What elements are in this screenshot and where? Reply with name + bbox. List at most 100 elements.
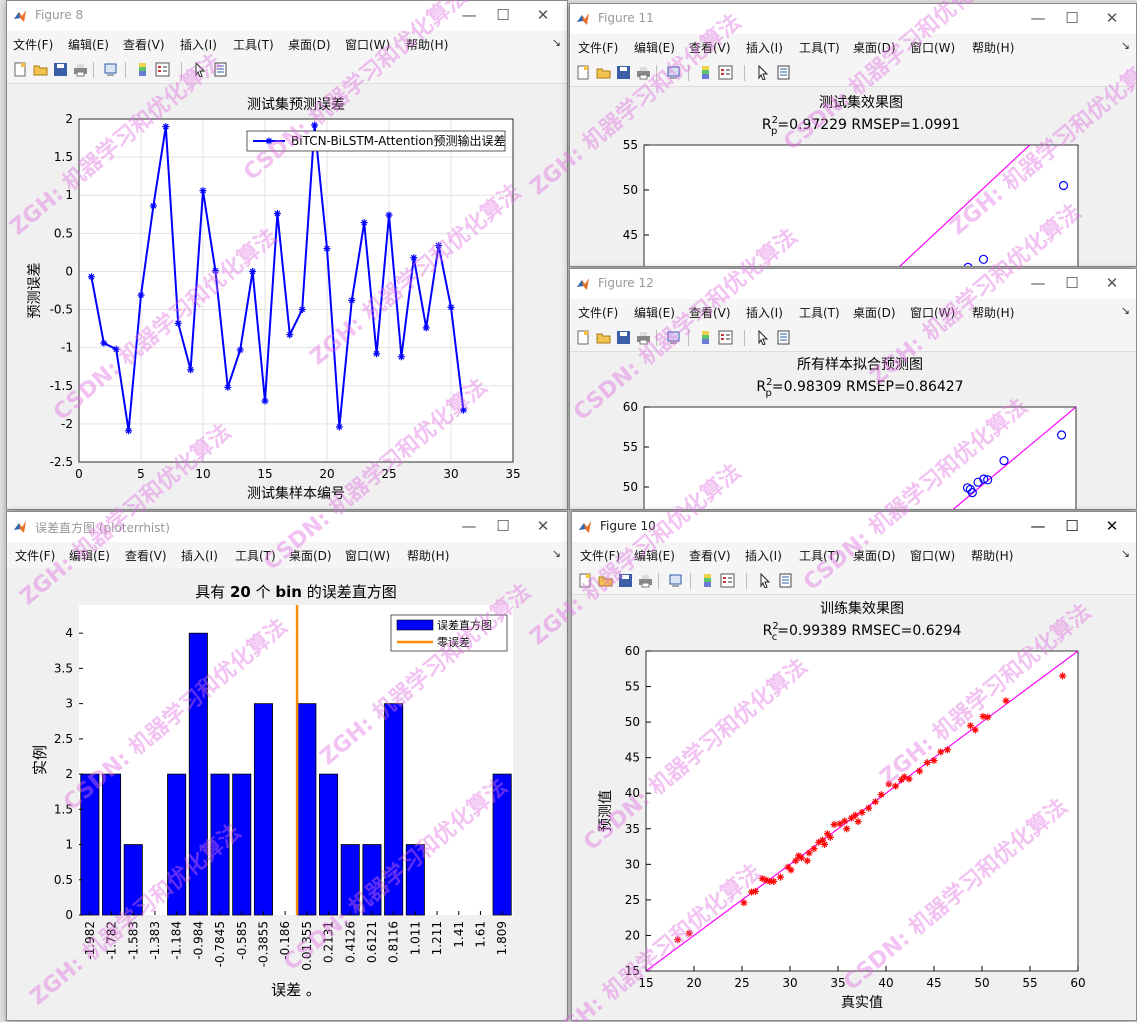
menu-tools[interactable]: 工具(T)	[233, 38, 274, 52]
figure-8-titlebar[interactable]: Figure 8 — ☐ ✕	[7, 1, 567, 31]
menu-tools[interactable]: 工具(T)	[799, 306, 840, 320]
dock-arrow-icon[interactable]: ↘	[1120, 39, 1130, 52]
menu-desktop[interactable]: 桌面(D)	[289, 549, 332, 563]
save-icon[interactable]	[616, 330, 631, 345]
open-file-icon[interactable]	[596, 65, 611, 80]
menu-tools[interactable]: 工具(T)	[799, 41, 840, 55]
legend-icon[interactable]	[155, 62, 170, 77]
menu-window[interactable]: 窗口(W)	[910, 549, 956, 563]
menu-view[interactable]: 查看(V)	[123, 38, 165, 52]
menu-edit[interactable]: 编辑(E)	[634, 306, 675, 320]
save-icon[interactable]	[53, 62, 68, 77]
property-editor-icon[interactable]	[776, 330, 791, 345]
menu-desktop[interactable]: 桌面(D)	[853, 306, 896, 320]
menu-help[interactable]: 帮助(H)	[971, 549, 1014, 563]
new-figure-icon[interactable]	[576, 330, 591, 345]
figure-10-titlebar[interactable]: Figure 10 — ☐ ✕	[572, 512, 1136, 542]
menu-view[interactable]: 查看(V)	[689, 41, 731, 55]
colorbar-icon[interactable]	[698, 65, 713, 80]
open-file-icon[interactable]	[596, 330, 611, 345]
menu-desktop[interactable]: 桌面(D)	[288, 38, 331, 52]
pointer-icon[interactable]	[756, 65, 771, 80]
figure-11-titlebar[interactable]: Figure 11 — ☐ ✕	[570, 4, 1136, 34]
menu-file[interactable]: 文件(F)	[578, 41, 619, 55]
save-icon[interactable]	[616, 65, 631, 80]
menu-file[interactable]: 文件(F)	[578, 306, 619, 320]
figure-8-window[interactable]: Figure 8 — ☐ ✕ 文件(F) 编辑(E) 查看(V) 插入(I) 工…	[6, 0, 568, 510]
open-file-icon[interactable]	[598, 573, 613, 588]
minimize-button[interactable]: —	[461, 517, 477, 535]
menu-desktop[interactable]: 桌面(D)	[853, 41, 896, 55]
close-button[interactable]: ✕	[1105, 9, 1119, 27]
menu-edit[interactable]: 编辑(E)	[634, 41, 675, 55]
menu-window[interactable]: 窗口(W)	[345, 549, 391, 563]
new-figure-icon[interactable]	[13, 62, 28, 77]
link-plot-icon[interactable]	[103, 62, 118, 77]
close-button[interactable]: ✕	[1105, 274, 1119, 292]
colorbar-icon[interactable]	[135, 62, 150, 77]
property-editor-icon[interactable]	[776, 65, 791, 80]
new-figure-icon[interactable]	[576, 65, 591, 80]
print-icon[interactable]	[636, 65, 651, 80]
property-editor-icon[interactable]	[778, 573, 793, 588]
property-editor-icon[interactable]	[213, 62, 228, 77]
minimize-button[interactable]: —	[1030, 9, 1046, 27]
menu-insert[interactable]: 插入(I)	[746, 306, 783, 320]
menu-window[interactable]: 窗口(W)	[910, 306, 956, 320]
error-histogram-window[interactable]: 误差直方图 (ploterrhist) — ☐ ✕ 文件(F) 编辑(E) 查看…	[6, 511, 568, 1021]
maximize-button[interactable]: ☐	[496, 517, 510, 535]
menu-help[interactable]: 帮助(H)	[972, 306, 1015, 320]
minimize-button[interactable]: —	[461, 6, 477, 24]
menu-file[interactable]: 文件(F)	[15, 549, 56, 563]
histogram-titlebar[interactable]: 误差直方图 (ploterrhist) — ☐ ✕	[7, 512, 567, 542]
link-plot-icon[interactable]	[666, 330, 681, 345]
menu-insert[interactable]: 插入(I)	[180, 38, 217, 52]
menu-tools[interactable]: 工具(T)	[799, 549, 840, 563]
menu-insert[interactable]: 插入(I)	[745, 549, 782, 563]
open-file-icon[interactable]	[33, 62, 48, 77]
print-icon[interactable]	[638, 573, 653, 588]
dock-arrow-icon[interactable]: ↘	[551, 547, 561, 560]
menu-view[interactable]: 查看(V)	[689, 306, 731, 320]
print-icon[interactable]	[636, 330, 651, 345]
menu-window[interactable]: 窗口(W)	[910, 41, 956, 55]
maximize-button[interactable]: ☐	[1065, 9, 1079, 27]
close-button[interactable]: ✕	[1105, 517, 1119, 535]
menu-edit[interactable]: 编辑(E)	[634, 549, 675, 563]
figure-12-titlebar[interactable]: Figure 12 — ☐ ✕	[570, 269, 1136, 299]
colorbar-icon[interactable]	[698, 330, 713, 345]
link-plot-icon[interactable]	[668, 573, 683, 588]
minimize-button[interactable]: —	[1030, 274, 1046, 292]
figure-12-window[interactable]: Figure 12 — ☐ ✕ 文件(F) 编辑(E) 查看(V) 插入(I) …	[569, 268, 1137, 510]
legend-icon[interactable]	[718, 65, 733, 80]
figure-10-window[interactable]: Figure 10 — ☐ ✕ 文件(F) 编辑(E) 查看(V) 插入(I) …	[571, 511, 1137, 1021]
menu-help[interactable]: 帮助(H)	[406, 38, 449, 52]
menu-help[interactable]: 帮助(H)	[407, 549, 450, 563]
figure-11-window[interactable]: Figure 11 — ☐ ✕ 文件(F) 编辑(E) 查看(V) 插入(I) …	[569, 3, 1137, 267]
menu-file[interactable]: 文件(F)	[13, 38, 54, 52]
menu-help[interactable]: 帮助(H)	[972, 41, 1015, 55]
menu-view[interactable]: 查看(V)	[125, 549, 167, 563]
dock-arrow-icon[interactable]: ↘	[1120, 304, 1130, 317]
dock-arrow-icon[interactable]: ↘	[551, 36, 561, 49]
colorbar-icon[interactable]	[700, 573, 715, 588]
menu-view[interactable]: 查看(V)	[689, 549, 731, 563]
menu-tools[interactable]: 工具(T)	[235, 549, 276, 563]
pointer-icon[interactable]	[758, 573, 773, 588]
maximize-button[interactable]: ☐	[496, 6, 510, 24]
menu-insert[interactable]: 插入(I)	[181, 549, 218, 563]
minimize-button[interactable]: —	[1030, 517, 1046, 535]
menu-window[interactable]: 窗口(W)	[345, 38, 391, 52]
dock-arrow-icon[interactable]: ↘	[1120, 547, 1130, 560]
close-button[interactable]: ✕	[536, 6, 550, 24]
save-icon[interactable]	[618, 573, 633, 588]
maximize-button[interactable]: ☐	[1065, 274, 1079, 292]
new-figure-icon[interactable]	[578, 573, 593, 588]
menu-desktop[interactable]: 桌面(D)	[853, 549, 896, 563]
menu-edit[interactable]: 编辑(E)	[68, 38, 109, 52]
legend-icon[interactable]	[718, 330, 733, 345]
close-button[interactable]: ✕	[536, 517, 550, 535]
pointer-icon[interactable]	[756, 330, 771, 345]
legend-icon[interactable]	[720, 573, 735, 588]
menu-edit[interactable]: 编辑(E)	[69, 549, 110, 563]
